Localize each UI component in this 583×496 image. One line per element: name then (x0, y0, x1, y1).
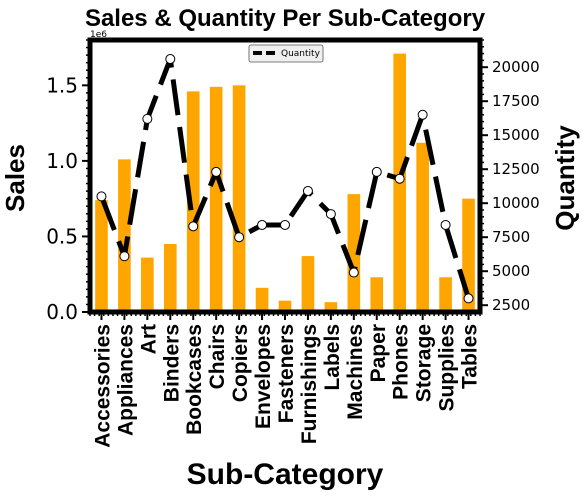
x-tick-label-accessories: Accessories (91, 324, 114, 448)
quantity-point-appliances (119, 251, 130, 262)
x-tick-label-fasteners: Fasteners (275, 324, 298, 423)
quantity-point-paper (371, 166, 382, 177)
quantity-point-chairs (211, 166, 222, 177)
y-tick-label: 1.5 (46, 73, 78, 97)
bar-storage (416, 142, 429, 312)
quantity-point-tables (463, 293, 474, 304)
y-offset-text: 1e6 (90, 30, 107, 40)
y2-tick-label: 17500 (492, 92, 540, 110)
chart-title: Sales & Quantity Per Sub-Category (85, 5, 486, 32)
bar-art (141, 257, 154, 312)
x-tick-label-appliances: Appliances (114, 324, 137, 436)
y-axis-label: Sales (0, 144, 30, 212)
quantity-point-envelopes (257, 219, 268, 230)
y2-tick-label: 5000 (492, 262, 530, 280)
y-tick-label: 0.0 (46, 300, 78, 324)
y2-axis-label: Quantity (550, 125, 580, 231)
legend: Quantity (248, 44, 324, 63)
quantity-point-binders (165, 54, 176, 65)
bar-furnishings (301, 256, 315, 312)
bar-labels (324, 302, 338, 312)
x-tick-label-supplies: Supplies (436, 324, 459, 412)
bar-machines (347, 194, 361, 312)
x-tick-label-machines: Machines (344, 324, 367, 420)
x-tick-label-paper: Paper (367, 324, 390, 382)
y2-tick-label: 10000 (492, 194, 540, 212)
y2-tick-label: 15000 (492, 126, 540, 144)
x-tick-label-labels: Labels (321, 324, 344, 391)
bar-copiers (232, 85, 246, 312)
quantity-point-bookcases (188, 221, 199, 232)
x-tick-label-storage: Storage (413, 324, 436, 402)
x-tick-label-phones: Phones (390, 324, 413, 400)
quantity-point-copiers (234, 232, 245, 243)
quantity-point-accessories (96, 191, 107, 202)
x-tick-label-chairs: Chairs (206, 324, 229, 389)
x-tick-label-envelopes: Envelopes (252, 324, 275, 429)
bar-fasteners (278, 300, 292, 312)
x-tick-label-bookcases: Bookcases (183, 324, 206, 435)
quantity-point-phones (394, 173, 405, 184)
legend-label-quantity: Quantity (281, 49, 321, 59)
x-axis-label: Sub-Category (187, 458, 384, 491)
bar-envelopes (255, 287, 269, 312)
y2-tick-label: 7500 (492, 228, 530, 246)
y-tick-label: 1.0 (46, 149, 78, 173)
y2-tick-label: 2500 (492, 296, 530, 314)
quantity-point-machines (348, 267, 359, 278)
bar-accessories (95, 200, 108, 312)
axes: 0.0 0.5 1.0 1.5 2500 5000 7500 10000 12500 15000 1… (46, 37, 540, 448)
quantity-point-labels (325, 209, 336, 220)
x-tick-label-art: Art (137, 324, 160, 354)
x-tick-label-copiers: Copiers (229, 324, 252, 402)
bar-bookcases (186, 91, 200, 312)
x-tick-label-furnishings: Furnishings (298, 324, 321, 444)
quantity-line (99, 56, 471, 300)
quantity-point-storage (417, 109, 428, 120)
bar-appliances (118, 159, 131, 312)
bar-paper (370, 277, 384, 312)
sales-bars (95, 53, 475, 312)
bar-binders (163, 244, 177, 312)
quantity-point-fasteners (280, 219, 290, 230)
legend-box (248, 44, 324, 63)
x-tick-label-binders: Binders (160, 324, 183, 402)
bar-supplies (439, 277, 452, 312)
x-tick-label-tables: Tables (459, 324, 482, 389)
quantity-point-furnishings (302, 185, 313, 196)
y2-tick-label: 12500 (492, 160, 540, 178)
quantity-line-layer (96, 54, 474, 304)
quantity-point-art (142, 113, 153, 124)
y2-tick-label: 20000 (492, 58, 540, 76)
quantity-point-supplies (440, 219, 451, 230)
y-tick-label: 0.5 (46, 224, 78, 248)
bar-chairs (209, 86, 223, 312)
